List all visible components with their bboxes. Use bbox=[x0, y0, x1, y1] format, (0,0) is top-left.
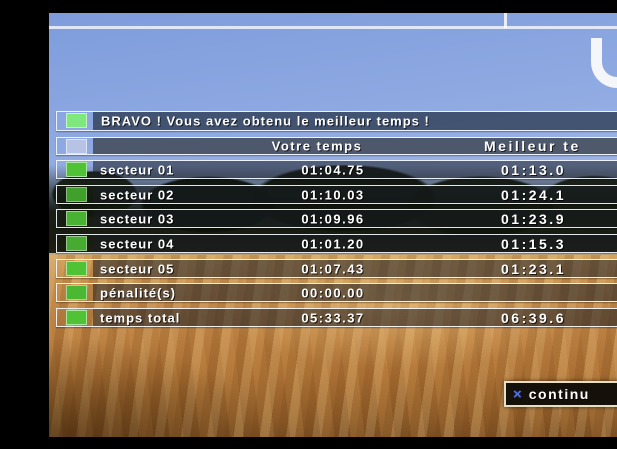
your-time-value: 00:00.00 bbox=[301, 285, 365, 300]
banner-row: BRAVO ! Vous avez obtenu le meilleur tem… bbox=[56, 111, 617, 131]
row-bar: pénalité(s) 00:00.00 bbox=[93, 284, 617, 301]
banner-message: BRAVO ! Vous avez obtenu le meilleur tem… bbox=[101, 113, 430, 129]
your-time-value: 01:04.75 bbox=[301, 162, 365, 177]
penalty-label: pénalité(s) bbox=[100, 285, 177, 300]
row-bar: secteur 02 01:10.03 01:24.1 bbox=[93, 186, 617, 203]
row-bar: secteur 01 01:04.75 01:13.0 bbox=[93, 161, 617, 178]
your-time-value: 01:10.03 bbox=[301, 187, 365, 202]
table-row-penalty: pénalité(s) 00:00.00 bbox=[56, 283, 617, 302]
row-indicator-square bbox=[66, 139, 87, 154]
your-time-value: 01:01.20 bbox=[301, 236, 365, 251]
row-indicator-square bbox=[66, 113, 87, 128]
game-viewport: BRAVO ! Vous avez obtenu le meilleur tem… bbox=[49, 13, 617, 437]
your-time-value: 05:33.37 bbox=[301, 310, 365, 325]
best-time-value: 01:13.0 bbox=[501, 161, 566, 178]
best-time-value: 01:24.1 bbox=[501, 186, 566, 203]
row-indicator-square bbox=[66, 236, 87, 251]
sector-label: secteur 04 bbox=[100, 236, 175, 251]
row-indicator-square bbox=[66, 285, 87, 300]
your-time-value: 01:09.96 bbox=[301, 211, 365, 226]
u-logo bbox=[591, 38, 617, 88]
table-row-sector-05: secteur 05 01:07.43 01:23.1 bbox=[56, 259, 617, 278]
your-time-value: 01:07.43 bbox=[301, 261, 365, 276]
sector-label: secteur 02 bbox=[100, 187, 175, 202]
column-your-time: Votre temps bbox=[271, 138, 363, 154]
column-header-bar: Votre temps Meilleur te bbox=[93, 138, 617, 154]
table-row-sector-02: secteur 02 01:10.03 01:24.1 bbox=[56, 185, 617, 204]
horizon-hud-line bbox=[49, 26, 617, 29]
sector-label: secteur 03 bbox=[100, 211, 175, 226]
sector-label: secteur 05 bbox=[100, 261, 175, 276]
track-edge bbox=[49, 253, 617, 256]
row-bar: temps total 05:33.37 06:39.6 bbox=[93, 309, 617, 326]
row-bar: secteur 05 01:07.43 01:23.1 bbox=[93, 260, 617, 277]
continue-button-label: continu bbox=[528, 386, 590, 402]
hud-tick-mark bbox=[504, 13, 507, 28]
row-indicator-square bbox=[66, 162, 87, 177]
row-indicator-square bbox=[66, 211, 87, 226]
best-time-value: 01:23.9 bbox=[501, 210, 566, 227]
column-header-row: Votre temps Meilleur te bbox=[56, 137, 617, 155]
cross-button-icon: × bbox=[513, 385, 522, 403]
continue-button[interactable]: × continu bbox=[504, 381, 617, 407]
banner-bar: BRAVO ! Vous avez obtenu le meilleur tem… bbox=[93, 112, 617, 130]
best-time-value: 01:23.1 bbox=[501, 260, 566, 277]
row-indicator-square bbox=[66, 187, 87, 202]
table-row-sector-01: secteur 01 01:04.75 01:13.0 bbox=[56, 160, 617, 179]
best-time-value: 01:15.3 bbox=[501, 235, 566, 252]
sector-label: secteur 01 bbox=[100, 162, 175, 177]
table-row-total: temps total 05:33.37 06:39.6 bbox=[56, 308, 617, 327]
column-best-time: Meilleur te bbox=[484, 138, 581, 154]
row-bar: secteur 04 01:01.20 01:15.3 bbox=[93, 235, 617, 252]
row-indicator-square bbox=[66, 310, 87, 325]
total-label: temps total bbox=[100, 310, 181, 325]
row-indicator-square bbox=[66, 261, 87, 276]
best-time-value: 06:39.6 bbox=[501, 309, 566, 326]
table-row-sector-04: secteur 04 01:01.20 01:15.3 bbox=[56, 234, 617, 253]
table-row-sector-03: secteur 03 01:09.96 01:23.9 bbox=[56, 209, 617, 228]
row-bar: secteur 03 01:09.96 01:23.9 bbox=[93, 210, 617, 227]
